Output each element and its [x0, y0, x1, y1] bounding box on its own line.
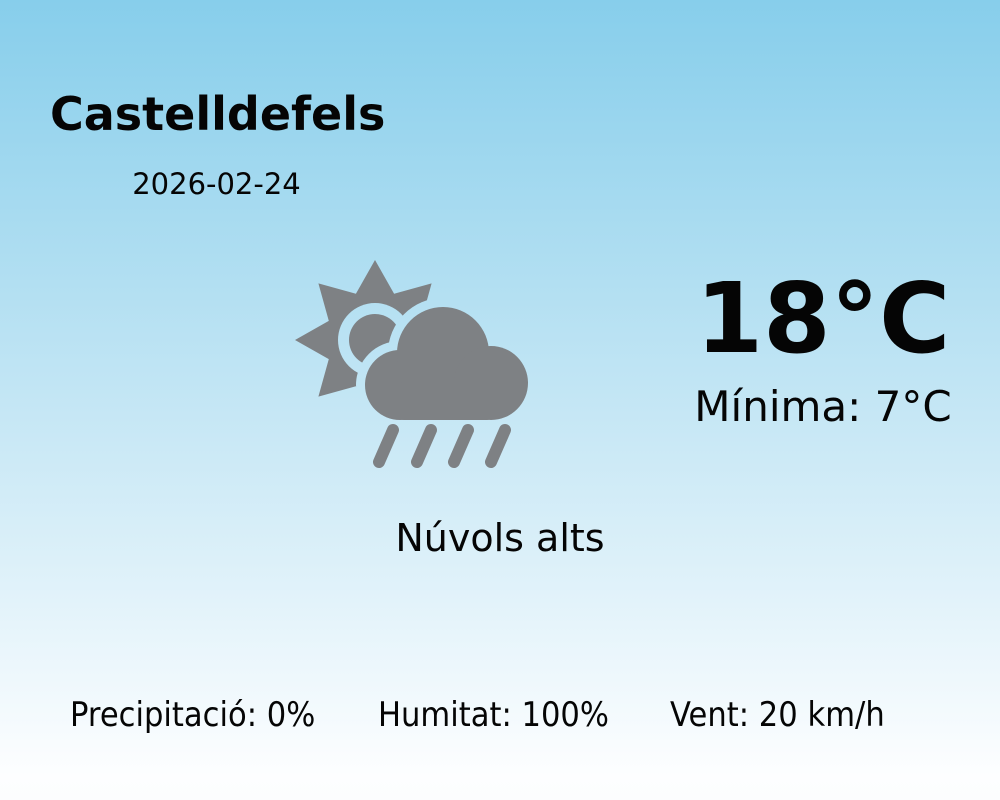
- condition-text: Núvols alts: [395, 516, 605, 560]
- sun-behind-rain-cloud-icon: [295, 250, 545, 470]
- forecast-date: 2026-02-24: [132, 167, 301, 201]
- humidity-text: Humitat: 100%: [378, 695, 609, 735]
- precipitation-text: Precipitació: 0%: [70, 695, 316, 735]
- location-title: Castelldefels: [50, 87, 386, 141]
- current-temperature: 18°C: [695, 262, 951, 375]
- minimum-temperature: Mínima: 7°C: [694, 382, 952, 431]
- wind-text: Vent: 20 km/h: [670, 695, 885, 735]
